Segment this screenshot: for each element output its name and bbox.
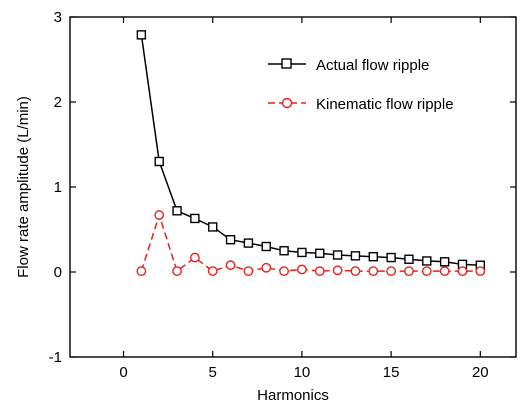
legend: Actual flow ripple Kinematic flow ripple <box>268 57 454 113</box>
data-point <box>421 266 432 277</box>
y-tick-label: 1 <box>54 179 62 196</box>
plot-frame <box>69 16 517 358</box>
data-point <box>439 257 450 267</box>
legend-marker-kinematic <box>281 97 293 109</box>
series-1 <box>136 30 486 270</box>
legend-label-kinematic: Kinematic flow ripple <box>316 96 454 113</box>
y-tick-label: 0 <box>54 264 62 281</box>
data-point <box>297 247 307 258</box>
data-point <box>154 210 165 220</box>
data-point <box>225 234 236 245</box>
data-point <box>297 264 307 275</box>
data-point <box>422 256 432 266</box>
data-point <box>368 251 378 262</box>
data-point <box>261 241 271 252</box>
data-point <box>350 251 361 261</box>
y-tick-label: -1 <box>49 349 62 366</box>
data-point <box>457 266 468 277</box>
data-point <box>261 262 272 273</box>
data-point <box>189 252 200 263</box>
data-point <box>190 213 200 224</box>
x-tick-label: 15 <box>383 364 400 381</box>
data-point <box>136 266 147 277</box>
data-point <box>350 266 361 277</box>
data-point <box>136 30 147 40</box>
data-point <box>439 266 450 277</box>
data-point <box>332 265 343 276</box>
data-point <box>386 252 396 263</box>
legend-label-actual: Actual flow ripple <box>316 57 429 74</box>
axis-ticks: 0 5 10 15 20 -1 0 1 2 3 <box>49 9 516 381</box>
y-tick-label: 3 <box>54 9 62 26</box>
data-point <box>368 266 379 277</box>
data-point <box>475 266 486 277</box>
y-axis-label: Flow rate amplitude (L/min) <box>15 96 32 278</box>
x-tick-label: 10 <box>294 364 311 381</box>
x-axis-label: Harmonics <box>257 387 329 404</box>
x-tick-label: 0 <box>119 364 127 381</box>
data-point <box>279 266 289 277</box>
data-point <box>208 222 218 232</box>
data-point <box>172 206 182 216</box>
data-point <box>154 156 164 167</box>
x-tick-label: 5 <box>209 364 217 381</box>
data-point <box>386 266 397 277</box>
y-tick-label: 2 <box>54 94 62 111</box>
series-2 <box>136 210 486 277</box>
data-point <box>404 254 414 264</box>
data-point <box>314 266 325 277</box>
data-point <box>207 266 218 277</box>
data-point <box>404 266 414 277</box>
series-layer <box>136 30 486 277</box>
series-line <box>140 34 481 266</box>
data-point <box>332 250 343 260</box>
x-tick-label: 20 <box>472 364 489 381</box>
data-point <box>172 266 182 277</box>
data-point <box>315 248 325 259</box>
legend-marker-actual <box>281 58 292 69</box>
data-point <box>243 266 254 277</box>
data-point <box>225 260 236 271</box>
data-point <box>243 238 254 248</box>
data-point <box>279 246 289 256</box>
